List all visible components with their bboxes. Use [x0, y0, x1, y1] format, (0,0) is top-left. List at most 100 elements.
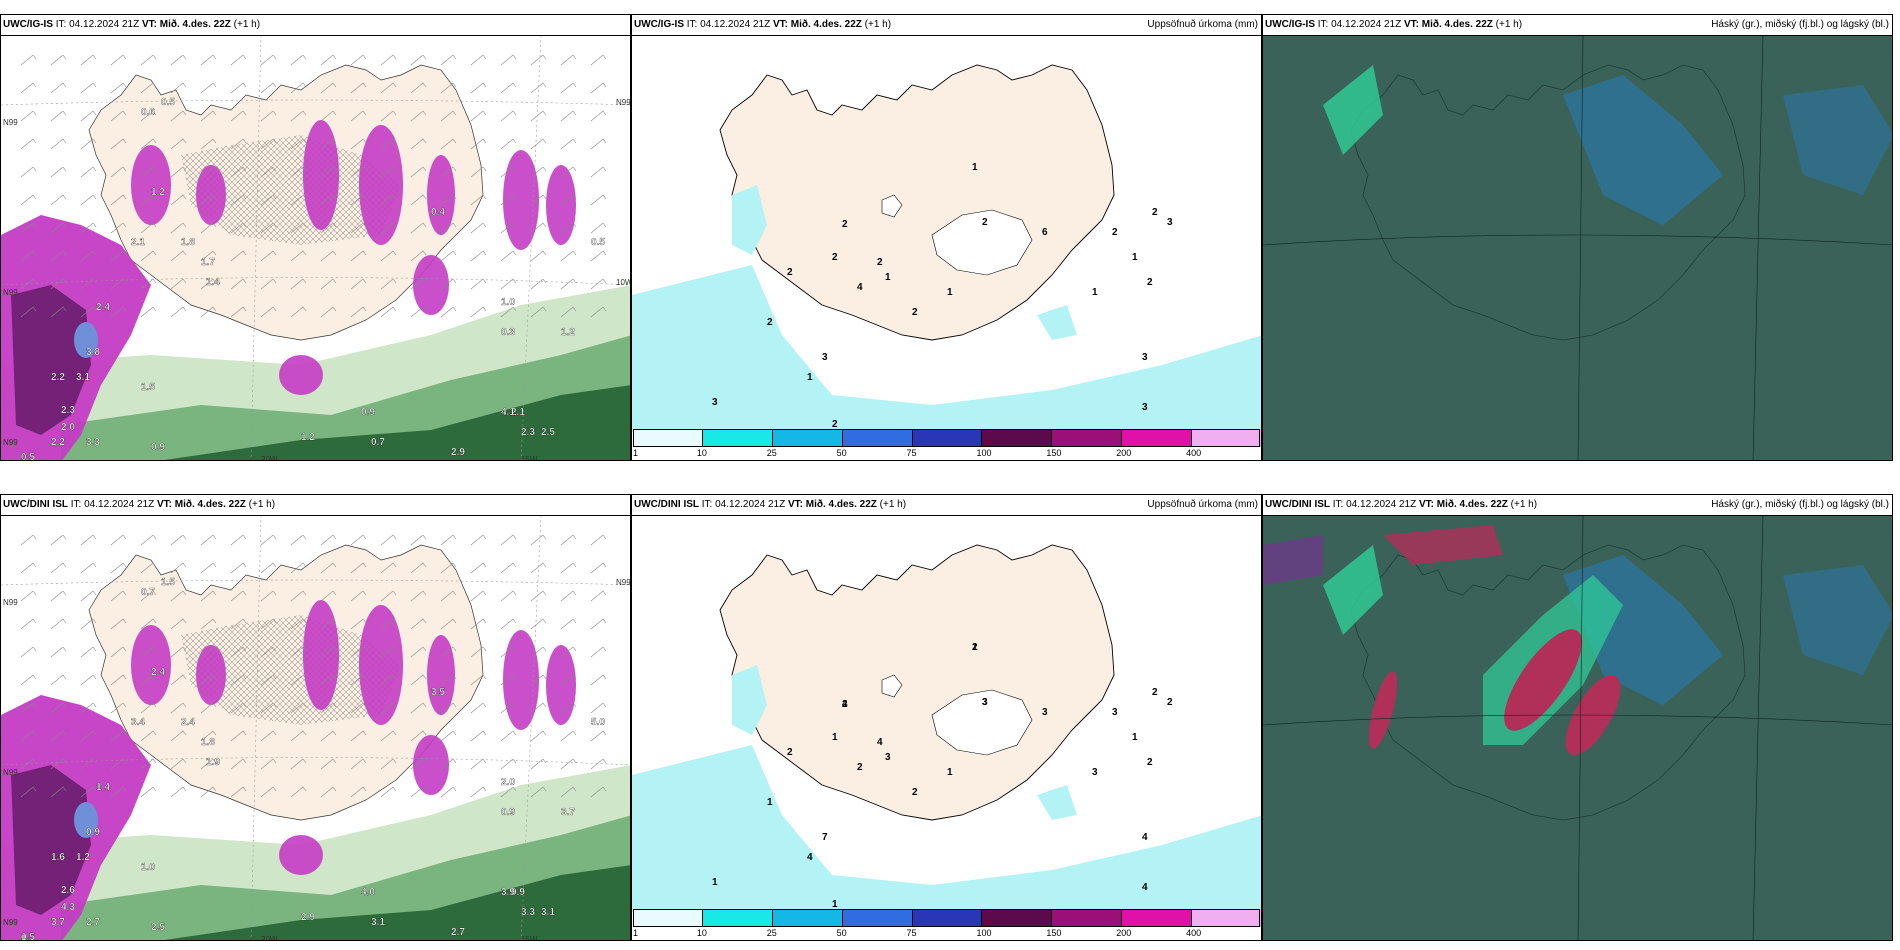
wind-barb — [410, 278, 427, 290]
accum-value-label: 2 — [1147, 277, 1153, 288]
model-name: UWC/IG-IS — [634, 19, 684, 30]
accum-value-label: 3 — [1092, 767, 1098, 778]
valid-label: VT: — [156, 499, 172, 510]
wind-barb — [470, 110, 487, 122]
wind-barb — [20, 82, 37, 94]
wind-barb — [470, 306, 487, 318]
wind-barb — [230, 590, 247, 602]
wind-barb — [590, 166, 607, 178]
accum-value-label: 1 — [972, 642, 978, 653]
wind-barb — [20, 138, 37, 150]
wind-barb — [260, 702, 277, 714]
wind-barb — [320, 758, 337, 770]
wind-barb — [50, 250, 67, 262]
accum-value-label: 7 — [822, 832, 828, 843]
high-cloud-area — [1504, 629, 1582, 731]
panel-header: UWC/IG-IS IT: 04.12.2024 21Z VT: Mið. 4.… — [1263, 15, 1892, 36]
precip-value-label: 2.3 — [61, 405, 75, 416]
precip-magenta-streak — [279, 835, 323, 875]
colorbar-tick-label: 75 — [906, 928, 917, 938]
precip-value-label: 0.5 — [21, 452, 35, 461]
panel-title: Háský (gr.), miðský (fj.bl.) og lágský (… — [1711, 499, 1889, 510]
wind-barb — [140, 54, 157, 66]
colorbar-tick-label: 10 — [696, 928, 707, 938]
accum-value-label: 3 — [822, 352, 828, 363]
wind-barb — [20, 250, 37, 262]
accum-value-label: 1 — [807, 372, 813, 383]
wind-barb — [530, 138, 547, 150]
wind-barb — [20, 194, 37, 206]
wind-barb — [80, 702, 97, 714]
wind-barb — [140, 222, 157, 234]
forecast-step: (+1 h) — [1510, 499, 1538, 510]
colorbar-swatch — [982, 429, 1053, 447]
wind-barb — [590, 702, 607, 714]
wind-barb — [290, 646, 307, 658]
accum-value-label: 2 — [982, 217, 988, 228]
wind-barb — [560, 758, 577, 770]
init-time: 04.12.2024 21Z — [69, 19, 140, 30]
wind-barb — [380, 534, 397, 546]
wind-barb — [50, 786, 67, 798]
wind-barb — [380, 646, 397, 658]
precip-value-label: 2.7 — [86, 917, 100, 928]
wind-barb — [470, 674, 487, 686]
accum-value-label: 3 — [1142, 352, 1148, 363]
wind-barb — [320, 110, 337, 122]
wind-barb — [170, 702, 187, 714]
accum-value-label: 1 — [1132, 252, 1138, 263]
axis-label: N99 — [3, 288, 18, 297]
colorbar-tick-label: 1 — [633, 448, 639, 458]
accum-value-label: 3 — [982, 697, 988, 708]
wind-barb — [170, 786, 187, 798]
wind-barb — [500, 82, 517, 94]
wind-barb — [200, 82, 217, 94]
wind-barb — [350, 646, 367, 658]
accum-value-label: 2 — [1152, 207, 1158, 218]
precip-value-label: 2.0 — [61, 422, 75, 433]
wind-barb — [110, 618, 127, 630]
forecast-step: (+1 h) — [1495, 19, 1523, 30]
wind-barb — [200, 194, 217, 206]
wind-barb — [560, 730, 577, 742]
wind-barb — [500, 562, 517, 574]
wind-barb — [470, 194, 487, 206]
wind-barb — [380, 82, 397, 94]
wind-barb — [140, 306, 157, 318]
valid-time: Mið. 4.des. 22Z — [790, 19, 862, 30]
wind-barb — [590, 138, 607, 150]
wind-barb — [20, 306, 37, 318]
precip-value-label: 0.9 — [151, 442, 165, 453]
wind-barb — [140, 534, 157, 546]
colorbar-swatch — [1122, 429, 1193, 447]
precip-value-label: 3.7 — [561, 807, 575, 818]
wind-barb — [20, 786, 37, 798]
low-cloud-area — [1783, 565, 1892, 675]
panel-bottom-right: UWC/DINI ISL IT: 04.12.2024 21Z VT: Mið.… — [1262, 494, 1893, 941]
colorbar-swatch — [1192, 909, 1261, 927]
wind-barb — [560, 278, 577, 290]
wind-barb — [50, 674, 67, 686]
wind-barb — [260, 758, 277, 770]
panel-title: Uppsöfnuð úrkoma (mm) — [1147, 19, 1258, 30]
accum-value-label: 1 — [947, 287, 953, 298]
wind-barb — [200, 730, 217, 742]
wind-barb — [590, 786, 607, 798]
colorbar-tick-label: 150 — [1046, 928, 1062, 938]
wind-barb — [290, 278, 307, 290]
wind-barb — [320, 166, 337, 178]
wind-barb — [230, 278, 247, 290]
wind-barb — [500, 166, 517, 178]
accum-value-label: 2 — [1167, 697, 1173, 708]
wind-barb — [20, 758, 37, 770]
wind-barb — [380, 110, 397, 122]
colorbar-swatch — [982, 909, 1053, 927]
precip-magenta-streak — [413, 255, 449, 315]
mid-cloud-area — [1323, 545, 1383, 635]
forecast-step: (+1 h) — [248, 499, 276, 510]
precip-value-label: 0.9 — [511, 887, 525, 898]
wind-barb — [170, 250, 187, 262]
precip-magenta-streak — [427, 155, 455, 235]
wind-barb — [470, 166, 487, 178]
